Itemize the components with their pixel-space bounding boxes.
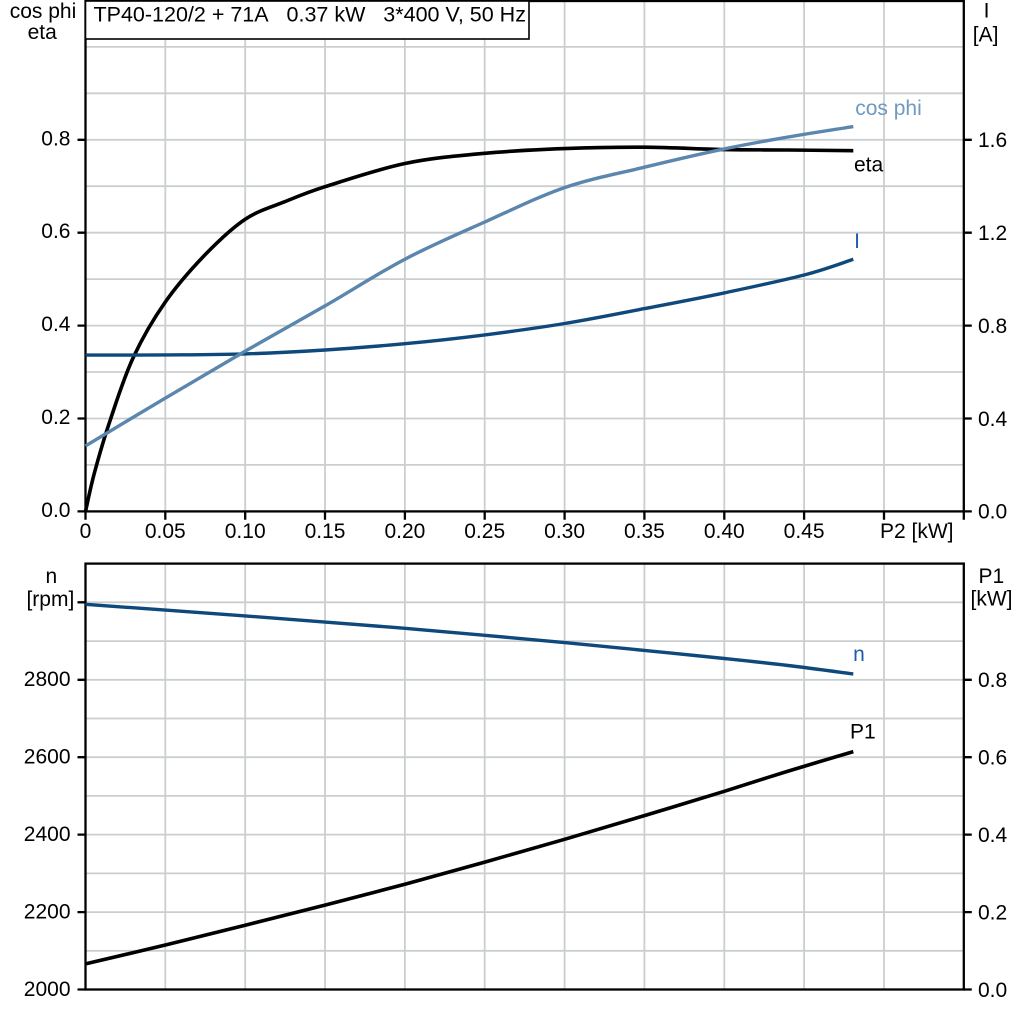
svg-text:0.20: 0.20 xyxy=(384,520,425,543)
svg-text:P1: P1 xyxy=(850,721,876,744)
svg-text:cos phi: cos phi xyxy=(10,0,77,23)
svg-text:0.25: 0.25 xyxy=(464,520,505,543)
svg-text:0.4: 0.4 xyxy=(978,408,1008,431)
svg-text:0.4: 0.4 xyxy=(978,824,1008,847)
svg-text:P2 [kW]: P2 [kW] xyxy=(880,520,954,543)
svg-text:1.2: 1.2 xyxy=(978,222,1007,245)
svg-text:0.6: 0.6 xyxy=(41,220,70,243)
svg-text:P1: P1 xyxy=(978,565,1004,588)
svg-text:0.35: 0.35 xyxy=(624,520,665,543)
svg-text:0.8: 0.8 xyxy=(978,669,1007,692)
svg-text:TP40-120/2 + 71A 0.37 kW 3: TP40-120/2 + 71A 0.37 kW 3*400 V, 50 Hz xyxy=(94,3,526,27)
svg-text:0.6: 0.6 xyxy=(978,747,1007,770)
svg-text:2800: 2800 xyxy=(24,668,71,691)
svg-text:0.0: 0.0 xyxy=(978,979,1007,1002)
svg-text:2000: 2000 xyxy=(24,978,71,1001)
svg-text:2600: 2600 xyxy=(24,746,71,769)
svg-text:0.0: 0.0 xyxy=(978,501,1007,524)
svg-text:[A]: [A] xyxy=(973,24,999,47)
svg-text:[rpm]: [rpm] xyxy=(26,588,74,611)
svg-text:I: I xyxy=(854,230,860,253)
svg-text:eta: eta xyxy=(854,154,884,177)
svg-text:0.40: 0.40 xyxy=(704,520,745,543)
svg-text:[kW]: [kW] xyxy=(971,588,1013,611)
svg-text:n: n xyxy=(45,565,57,588)
svg-text:cos phi: cos phi xyxy=(855,97,922,120)
svg-text:1.6: 1.6 xyxy=(978,129,1007,152)
svg-text:0.30: 0.30 xyxy=(544,520,585,543)
svg-text:0: 0 xyxy=(80,520,92,543)
svg-text:2400: 2400 xyxy=(24,823,71,846)
svg-text:0.05: 0.05 xyxy=(145,520,186,543)
svg-text:0.8: 0.8 xyxy=(978,315,1007,338)
svg-text:0.0: 0.0 xyxy=(41,499,70,522)
svg-text:0.15: 0.15 xyxy=(305,520,346,543)
svg-text:2200: 2200 xyxy=(24,901,71,924)
svg-text:0.2: 0.2 xyxy=(978,901,1007,924)
svg-text:eta: eta xyxy=(28,21,58,44)
svg-text:0.2: 0.2 xyxy=(41,406,70,429)
svg-text:0.8: 0.8 xyxy=(41,127,70,150)
svg-text:I: I xyxy=(984,0,990,22)
svg-text:0.10: 0.10 xyxy=(225,520,266,543)
svg-text:n: n xyxy=(853,643,865,666)
svg-text:0.45: 0.45 xyxy=(784,520,825,543)
svg-text:0.4: 0.4 xyxy=(41,313,71,336)
